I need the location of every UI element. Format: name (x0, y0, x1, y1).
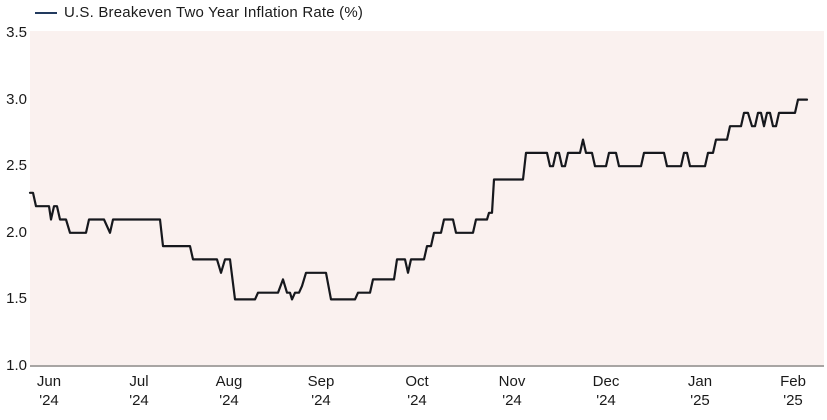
x-tick-year: '25 (690, 392, 710, 409)
x-tick-year: '24 (219, 392, 239, 409)
x-tick-label: Oct '24 (387, 372, 447, 410)
x-tick-label: Sep '24 (291, 372, 351, 410)
x-tick-label: Dec '24 (576, 372, 636, 410)
x-tick-label: Nov '24 (482, 372, 542, 410)
data-line (28, 98, 809, 301)
x-tick-month: Nov (498, 373, 526, 390)
x-tick-month: Sep (307, 373, 335, 390)
x-tick-year: '24 (407, 392, 427, 409)
legend-line-marker-icon (35, 11, 57, 14)
x-tick-month: Jul (129, 373, 149, 390)
x-tick-month: Aug (215, 373, 243, 390)
x-tick-month: Jun (36, 373, 62, 390)
x-tick-label: Jul '24 (109, 372, 169, 410)
x-tick-label: Feb '25 (763, 372, 823, 410)
x-tick-year: '25 (783, 392, 803, 409)
x-tick-month: Dec (592, 373, 620, 390)
y-tick-label: 1.5 (6, 290, 27, 307)
y-tick-label: 3.0 (6, 91, 27, 108)
x-tick-month: Oct (405, 373, 429, 390)
x-tick-year: '24 (502, 392, 522, 409)
y-tick-label: 3.5 (6, 24, 27, 41)
y-tick-label: 2.0 (6, 224, 27, 241)
x-tick-label: Jan '25 (670, 372, 730, 410)
x-tick-year: '24 (596, 392, 616, 409)
y-tick-label: 2.5 (6, 157, 27, 174)
x-tick-year: '24 (39, 392, 59, 409)
x-tick-month: Feb (780, 373, 806, 390)
legend: U.S. Breakeven Two Year Inflation Rate (… (35, 4, 363, 21)
legend-label: U.S. Breakeven Two Year Inflation Rate (… (64, 4, 364, 21)
x-tick-year: '24 (311, 392, 331, 409)
x-tick-month: Jan (687, 373, 713, 390)
x-tick-label: Jun '24 (19, 372, 79, 410)
plot-area (30, 31, 824, 366)
x-axis-line (30, 365, 824, 367)
y-tick-label: 1.0 (6, 357, 27, 374)
x-tick-label: Aug '24 (199, 372, 259, 410)
x-tick-year: '24 (129, 392, 149, 409)
